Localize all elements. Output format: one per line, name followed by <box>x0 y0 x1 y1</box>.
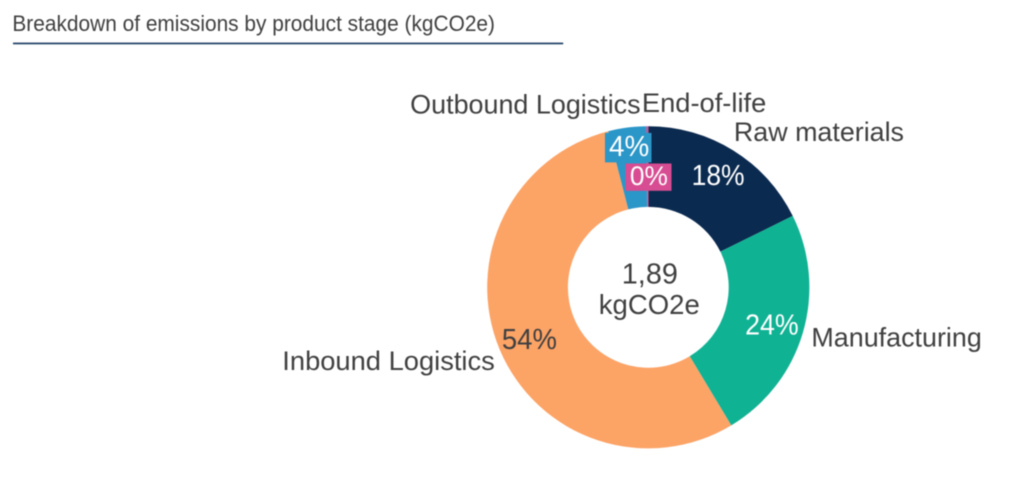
svg-text:kgCO2e: kgCO2e <box>599 289 700 320</box>
svg-text:Manufacturing: Manufacturing <box>811 323 981 353</box>
svg-text:24%: 24% <box>745 310 799 342</box>
svg-text:Outbound Logistics: Outbound Logistics <box>410 90 640 120</box>
svg-text:54%: 54% <box>502 324 557 356</box>
svg-text:0%: 0% <box>630 161 668 191</box>
svg-text:4%: 4% <box>609 131 649 163</box>
svg-text:Raw materials: Raw materials <box>734 117 904 147</box>
svg-text:18%: 18% <box>692 160 745 192</box>
svg-text:End-of-life: End-of-life <box>642 88 766 118</box>
svg-text:Breakdown of emissions by prod: Breakdown of emissions by product stage … <box>12 11 495 36</box>
svg-text:Inbound Logistics: Inbound Logistics <box>282 345 495 376</box>
svg-text:1,89: 1,89 <box>622 259 678 291</box>
